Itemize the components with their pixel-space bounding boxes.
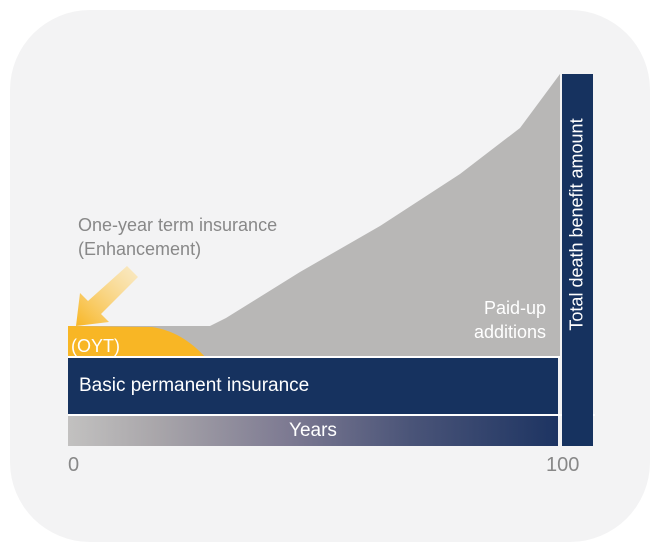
basic-permanent-insurance-label: Basic permanent insurance — [79, 375, 310, 396]
paid-up-line-2: additions — [473, 322, 546, 342]
basic-permanent-insurance-bar: Basic permanent insurance — [68, 358, 558, 414]
callout-line-1: One-year term insurance — [78, 215, 278, 235]
axis-start-label: 0 — [68, 454, 80, 476]
oyt-area — [68, 326, 206, 358]
callout-arrow-icon — [76, 266, 138, 326]
years-bar: Years — [68, 416, 558, 446]
oyt-label: (OYT) — [71, 336, 120, 356]
paid-up-line-1: Paid-up — [483, 298, 546, 318]
total-death-benefit-label: Total death benefit amount — [567, 117, 587, 331]
years-label: Years — [289, 420, 337, 441]
total-death-benefit-label-wrap: Total death benefit amount — [562, 74, 593, 374]
callout-line-2: (Enhancement) — [78, 239, 202, 259]
paid-up-additions-label: Paid-up additions — [440, 296, 546, 344]
axis-end-label: 100 — [546, 454, 580, 476]
total-death-benefit-bar — [562, 74, 593, 446]
paid-up-additions-area — [68, 74, 560, 358]
